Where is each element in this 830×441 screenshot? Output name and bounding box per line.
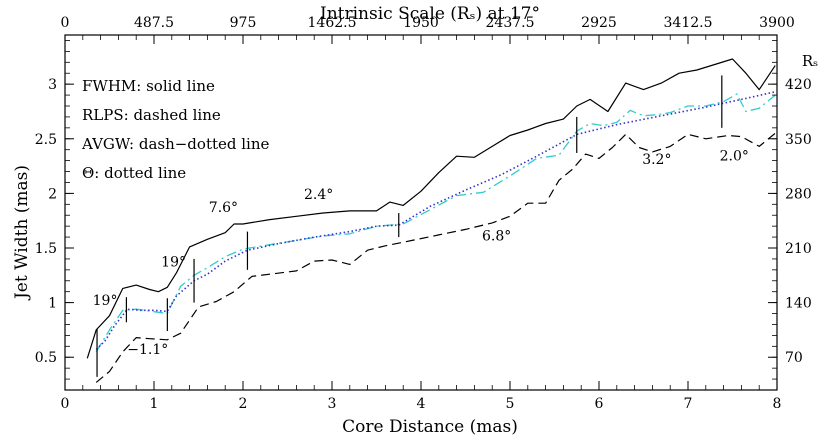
series-line-dotted	[95, 91, 776, 351]
angle-annotation: 2.0°	[720, 149, 749, 165]
top-tick-label: 975	[230, 15, 257, 31]
top-tick-label: 1950	[403, 15, 439, 31]
angle-annotation: 19°	[161, 255, 186, 271]
x-tick-label: 1	[150, 396, 159, 412]
series-line-solid	[86, 58, 776, 359]
x-tick-label: 0	[61, 396, 70, 412]
legend-item-avgw: AVGW: dash−dotted line	[81, 135, 269, 153]
angle-annotation: 7.6°	[209, 200, 238, 216]
error-bars	[96, 75, 723, 377]
right-tick-label: 210	[785, 241, 812, 257]
x-axis-label: Core Distance (mas)	[342, 417, 518, 437]
top-axis-label: Intrinsic Scale (Rₛ) at 17°	[320, 4, 540, 24]
x-tick-label: 5	[506, 396, 515, 412]
annotations: 19° −1.1° 19° 7.6° 2.4° 6.8° 3.2° 2.0°	[93, 149, 749, 358]
top-tick-label: 2925	[581, 15, 617, 31]
y-tick-label: 2	[48, 186, 57, 202]
x-tick-label: 7	[684, 396, 693, 412]
angle-annotation: 19°	[93, 293, 118, 309]
legend-item-rlps: RLPS: dashed line	[82, 106, 221, 124]
top-tick-label: 3412.5	[664, 15, 713, 31]
y-tick-label: 0.5	[35, 350, 57, 366]
series-line-dash-dot	[95, 93, 776, 353]
x-tick-label: 8	[773, 396, 782, 412]
series-line-dashed	[95, 132, 776, 383]
angle-annotation: −1.1°	[127, 342, 168, 358]
legend-item-fwhm: FWHM: solid line	[82, 77, 215, 95]
x-tick-label: 4	[417, 396, 426, 412]
top-tick-label: 0	[61, 15, 70, 31]
top-tick-label: 1462.5	[308, 15, 357, 31]
x-tick-label: 2	[239, 396, 248, 412]
right-tick-label: 280	[785, 186, 812, 202]
right-axis-label: Rₛ	[802, 52, 818, 70]
top-tick-label: 3900	[759, 15, 795, 31]
angle-annotation: 6.8°	[482, 228, 511, 244]
y-tick-label: 1.5	[35, 241, 57, 257]
angle-annotation: 3.2°	[642, 152, 671, 168]
axes: 0 1 2 3 4 5 6 7 80 487.5 975 1462.5 1950 2437.5 2925 34…	[35, 15, 812, 412]
x-tick-label: 3	[328, 396, 337, 412]
right-tick-label: 420	[785, 77, 812, 93]
y-tick-label: 2.5	[35, 132, 57, 148]
y-tick-label: 1	[48, 296, 57, 312]
right-tick-label: 350	[785, 132, 812, 148]
legend-item-theta: Θ: dotted line	[82, 164, 186, 182]
legend: FWHM: solid line RLPS: dashed line AVGW:…	[81, 77, 269, 182]
top-tick-label: 487.5	[134, 15, 174, 31]
angle-annotation: 2.4°	[304, 187, 333, 203]
top-tick-label: 2437.5	[486, 15, 535, 31]
y-axis-label: Jet Width (mas)	[12, 165, 32, 301]
right-tick-label: 140	[785, 296, 812, 312]
y-tick-label: 3	[48, 77, 57, 93]
right-tick-label: 70	[785, 350, 803, 366]
x-tick-label: 6	[595, 396, 604, 412]
